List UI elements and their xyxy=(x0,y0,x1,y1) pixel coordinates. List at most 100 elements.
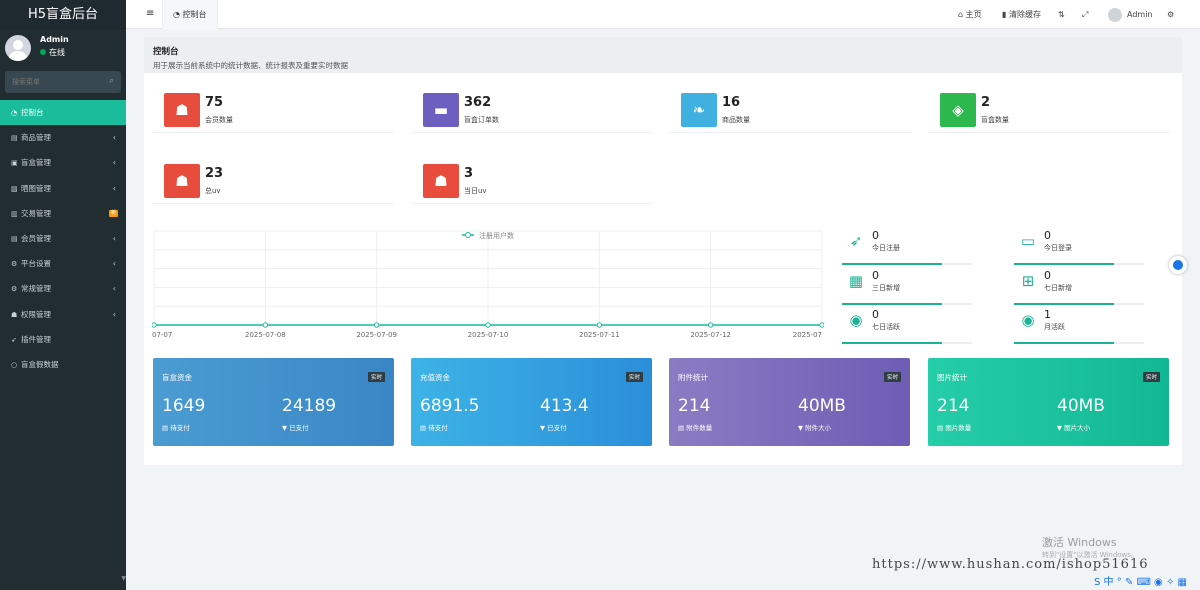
top-navbar: ≡ ◔ 控制台 ⌂ 主页 ▮ 清除缓存 ⇅ ⤢ Admin ⚙ xyxy=(126,0,1200,29)
card-title: 充值资金 xyxy=(420,373,450,382)
x-tick-label: 2025-07-10 xyxy=(468,331,509,339)
fullscreen-icon[interactable]: ⤢ xyxy=(1082,10,1089,19)
chevron-left-icon: ‹ xyxy=(112,133,116,143)
admin-menu[interactable]: Admin xyxy=(1108,0,1153,29)
clear-cache-label: 清除缓存 xyxy=(1008,10,1041,19)
data-point xyxy=(596,322,603,328)
page-description: 用于展示当前系统中的统计数据、统计报表及重要实时数据 xyxy=(153,61,348,70)
vcard-icon: ▭ xyxy=(1020,232,1036,250)
sidebar-item-users[interactable]: ☗ 权限管理 ‹ xyxy=(0,302,126,327)
mini-stat-underline xyxy=(842,303,942,305)
sidebar-item-label: 交易管理 xyxy=(21,208,51,218)
mini-stat-label: 七日活跃 xyxy=(872,323,900,331)
mini-stat-value: 0 xyxy=(872,229,879,242)
sidebar-item-dashboard[interactable]: ◔ 控制台 xyxy=(0,100,126,126)
realtime-badge: 实时 xyxy=(367,372,385,382)
sidebar-item-image[interactable]: ▨ 晒图管理 ‹ xyxy=(0,176,126,201)
admin-name: Admin xyxy=(1127,10,1153,19)
tab-dashboard[interactable]: ◔ 控制台 xyxy=(162,0,218,29)
settings-gear-icon[interactable]: ⚙ xyxy=(1167,10,1175,19)
realtime-badge: 实时 xyxy=(883,372,901,382)
new-badge: 新 xyxy=(108,209,118,217)
url-watermark: https://www.hushan.com/ishop51616 xyxy=(872,557,1149,572)
page-title: 控制台 xyxy=(153,47,179,57)
card-label-secondary: ▼ 图片大小 xyxy=(1057,424,1091,432)
dropbox-icon: ◈ xyxy=(940,93,976,127)
x-tick-label: 2025-07-11 xyxy=(579,331,620,339)
sidebar-item-shopping[interactable]: ▤ 商品管理 ‹ xyxy=(0,125,126,150)
language-icon[interactable]: ⇅ xyxy=(1058,10,1065,19)
calendar-plus-icon: ⊞ xyxy=(1021,272,1035,290)
circle-icon: ○ xyxy=(11,360,18,369)
user-name: Admin xyxy=(40,35,69,44)
sidebar-item-member[interactable]: ▤ 会员管理 ‹ xyxy=(0,226,126,251)
finance-card: 附件统计 实时 214 40MB ▤ 附件数量 ▼ 附件大小 xyxy=(669,358,910,446)
x-tick-label: 2025-07-08 xyxy=(245,331,286,339)
stat-card: ❧ 16 商品数量 xyxy=(669,93,911,133)
main-content: 控制台 用于展示当前系统中的统计数据、统计报表及重要实时数据 ☗ 75 会员数量 ▬ 3… xyxy=(144,37,1182,465)
data-point xyxy=(152,322,157,328)
card-label-secondary: ▼ 已支付 xyxy=(540,424,567,432)
card-value-primary: 214 xyxy=(937,396,970,416)
calendar-icon: ▦ xyxy=(848,272,864,290)
home-label: 主页 xyxy=(965,10,982,19)
users-icon: ☗ xyxy=(164,93,200,127)
sidebar-item-trade[interactable]: ▥ 交易管理 新 xyxy=(0,201,126,226)
card-value-secondary: 24189 xyxy=(282,396,337,416)
app-logo[interactable]: H5盲盒后台 xyxy=(0,0,126,29)
mini-stat-underline xyxy=(1014,342,1114,344)
trade-icon: ▥ xyxy=(11,209,18,218)
card-value-secondary: 413.4 xyxy=(540,396,589,416)
online-dot-icon xyxy=(40,49,46,55)
gears-icon: ⚙ xyxy=(11,260,18,269)
mini-stat-value: 0 xyxy=(872,269,879,282)
chevron-left-icon: ‹ xyxy=(112,158,116,168)
sidebar-item-gears[interactable]: ⚙ 平台设置 ‹ xyxy=(0,251,126,276)
search-icon[interactable]: ⌕ xyxy=(108,76,114,86)
sidebar-item-circle[interactable]: ○ 盲盒假数据 xyxy=(0,352,126,377)
leaf-icon: ❧ xyxy=(681,93,717,127)
data-point xyxy=(485,322,491,328)
card-label-primary: ▤ 待支付 xyxy=(162,424,190,432)
menu-search: ⌕ xyxy=(5,71,121,93)
sidebar-item-rocket[interactable]: ➶ 插件管理 xyxy=(0,327,126,352)
sidebar-item-label: 控制台 xyxy=(21,108,44,117)
mini-stat-underline xyxy=(842,263,942,265)
clear-cache-button[interactable]: ▮ 清除缓存 xyxy=(1002,0,1041,29)
menu-toggle-icon[interactable]: ≡ xyxy=(146,8,155,19)
stat-label: 总uv xyxy=(205,187,221,195)
sidebar-item-label: 权限管理 xyxy=(21,309,51,319)
mini-stat-label: 月活跃 xyxy=(1044,323,1065,331)
realtime-badge: 实时 xyxy=(1142,372,1160,382)
sidebar-item-cogs[interactable]: ⚙ 常规管理 ‹ xyxy=(0,276,126,301)
dashboard-icon: ◔ xyxy=(173,10,183,19)
shopping-icon: ▤ xyxy=(11,134,18,143)
mini-stat: ➶ 0 今日注册 xyxy=(842,227,972,265)
menu-search-input[interactable] xyxy=(5,71,95,93)
card-title: 图片统计 xyxy=(937,373,967,382)
card-label-primary: ▤ 待支付 xyxy=(420,424,448,432)
card-title: 附件统计 xyxy=(678,373,708,382)
finance-card: 充值资金 实时 6891.5 413.4 ▤ 待支付 ▼ 已支付 xyxy=(411,358,652,446)
card-value-secondary: 40MB xyxy=(798,396,846,416)
mini-stat-value: 1 xyxy=(1044,308,1051,321)
mini-stat-value: 0 xyxy=(1044,269,1051,282)
dashboard-icon: ◔ xyxy=(11,109,18,117)
mini-stat-label: 今日注册 xyxy=(872,244,900,252)
card-title: 盲盒资金 xyxy=(162,373,192,382)
scroll-down-icon[interactable]: ▼ xyxy=(121,575,126,582)
card-label-secondary: ▼ 已支付 xyxy=(282,424,309,432)
home-link[interactable]: ⌂ 主页 xyxy=(958,0,982,29)
floating-chat-button[interactable] xyxy=(1169,256,1187,274)
box-icon: ▣ xyxy=(11,159,18,168)
card-value-primary: 6891.5 xyxy=(420,396,480,416)
card-label-primary: ▤ 图片数量 xyxy=(937,424,972,432)
mini-stat-label: 七日新增 xyxy=(1044,284,1072,292)
card-label-secondary: ▼ 附件大小 xyxy=(798,424,832,432)
data-point xyxy=(819,322,824,328)
finance-card: 图片统计 实时 214 40MB ▤ 图片数量 ▼ 图片大小 xyxy=(928,358,1169,446)
mini-stat: ◉ 0 七日活跃 xyxy=(842,306,972,344)
sidebar-item-box[interactable]: ▣ 盲盒管理 ‹ xyxy=(0,150,126,175)
stat-label: 会员数量 xyxy=(205,116,233,124)
ime-toolbar[interactable]: S 中 ° ✎ ⌨ ◉ ✧ ▦ xyxy=(1094,577,1187,588)
